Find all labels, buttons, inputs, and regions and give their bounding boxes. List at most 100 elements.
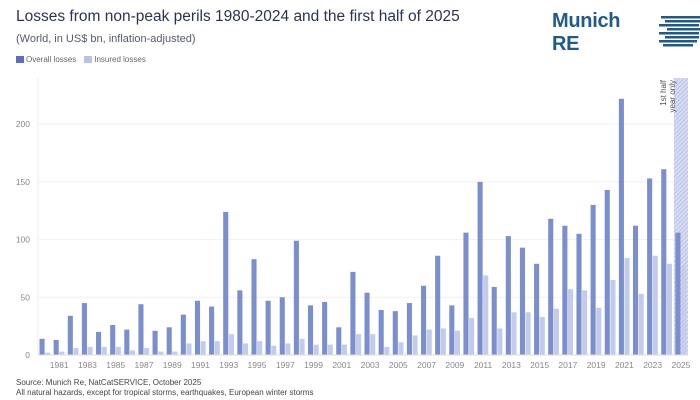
bar-insured-2012 xyxy=(497,328,503,355)
x-tick-label: 1981 xyxy=(50,360,69,370)
x-tick-label: 2011 xyxy=(474,360,493,370)
bar-overall-2016 xyxy=(548,218,554,355)
x-tick-label: 2003 xyxy=(361,360,380,370)
bar-overall-1989 xyxy=(166,327,172,355)
bar-overall-2017 xyxy=(562,225,568,355)
annotation-text: 1st half xyxy=(659,79,668,106)
bar-insured-1989 xyxy=(172,351,178,355)
bar-overall-2007 xyxy=(421,285,427,355)
bar-overall-2024 xyxy=(661,169,667,355)
bar-overall-1980 xyxy=(39,338,45,355)
bar-insured-1995 xyxy=(257,341,263,355)
bar-insured-1980 xyxy=(45,352,51,355)
bar-insured-2024 xyxy=(666,263,672,355)
bar-overall-2006 xyxy=(406,303,412,355)
bar-insured-1999 xyxy=(313,344,319,355)
bar-overall-1990 xyxy=(180,314,186,355)
bar-overall-1999 xyxy=(307,305,314,355)
bar-insured-1991 xyxy=(200,341,206,355)
chart-title: Losses from non-peak perils 1980-2024 an… xyxy=(16,8,460,25)
x-tick-label: 1995 xyxy=(248,360,267,370)
bar-insured-1982 xyxy=(73,348,79,355)
bar-insured-2016 xyxy=(553,308,559,355)
bar-insured-2023 xyxy=(652,255,658,355)
bar-overall-2015 xyxy=(534,263,540,355)
bar-overall-1986 xyxy=(124,329,130,355)
bar-insured-1983 xyxy=(87,346,93,355)
bar-insured-1992 xyxy=(214,341,220,355)
source-note-line: All natural hazards, except for tropical… xyxy=(16,388,314,397)
bar-overall-1994 xyxy=(237,290,243,355)
bar-overall-2012 xyxy=(491,286,497,355)
bar-overall-2018 xyxy=(576,233,582,355)
bar-overall-2013 xyxy=(505,236,511,355)
bar-overall-2011 xyxy=(477,181,483,355)
x-tick-label: 2021 xyxy=(615,360,634,370)
bar-overall-2025 xyxy=(675,232,681,355)
bar-overall-2003 xyxy=(364,292,370,355)
bar-overall-2020 xyxy=(604,189,610,355)
bar-overall-1984 xyxy=(96,331,102,355)
bar-overall-1995 xyxy=(251,259,257,355)
x-tick-label: 1999 xyxy=(304,360,323,370)
bar-insured-1988 xyxy=(158,351,164,355)
bar-insured-1996 xyxy=(271,345,277,355)
bar-insured-2003 xyxy=(370,334,376,355)
bar-overall-2022 xyxy=(632,225,639,355)
bar-insured-2000 xyxy=(327,344,333,355)
bar-overall-2021 xyxy=(618,98,624,356)
bar-insured-2005 xyxy=(398,342,404,355)
bar-insured-2020 xyxy=(610,279,616,355)
bar-overall-2014 xyxy=(519,247,526,355)
bar-insured-2025 xyxy=(681,266,687,355)
bar-insured-1984 xyxy=(101,346,107,355)
bar-insured-2007 xyxy=(426,329,432,355)
x-tick-label: 2025 xyxy=(671,360,690,370)
bar-insured-1981 xyxy=(59,351,65,355)
x-tick-label: 2017 xyxy=(558,360,577,370)
bar-insured-1985 xyxy=(115,346,121,355)
x-tick-label: 2023 xyxy=(643,360,662,370)
y-tick-label: 150 xyxy=(16,177,30,187)
bar-insured-2014 xyxy=(525,312,531,355)
bar-overall-1982 xyxy=(67,315,73,355)
x-tick-label: 1991 xyxy=(191,360,210,370)
bar-overall-1983 xyxy=(81,303,87,355)
bar-insured-1987 xyxy=(144,348,150,355)
bar-insured-2011 xyxy=(483,275,489,355)
legend-insured: Insured losses xyxy=(84,55,146,64)
bar-overall-2005 xyxy=(392,311,398,355)
logo-stripes-icon xyxy=(658,16,700,47)
bar-overall-1993 xyxy=(223,211,229,355)
bar-insured-1993 xyxy=(228,334,234,355)
bar-insured-2018 xyxy=(582,290,588,355)
logo-text: Munich RE xyxy=(552,10,621,55)
x-tick-label: 1993 xyxy=(219,360,238,370)
y-tick-label: 50 xyxy=(21,292,31,302)
source-line: Source: Munich Re, NatCatSERVICE, Octobe… xyxy=(16,378,202,387)
bar-overall-2019 xyxy=(590,204,596,355)
bar-insured-2001 xyxy=(341,344,347,355)
x-tick-label: 1985 xyxy=(106,360,125,370)
x-tick-label: 2007 xyxy=(417,360,436,370)
bar-insured-1998 xyxy=(299,338,305,355)
x-tick-label: 1989 xyxy=(163,360,182,370)
bar-overall-2000 xyxy=(322,301,328,355)
bar-insured-2015 xyxy=(539,316,545,355)
bar-overall-2009 xyxy=(449,305,455,355)
bar-overall-1985 xyxy=(110,324,116,355)
x-tick-label: 1997 xyxy=(276,360,295,370)
bar-insured-2008 xyxy=(440,328,446,355)
chart-svg: 0 50 100 150 200 1981 1983 1985 1987 1989 1991 1993… xyxy=(16,78,691,370)
bar-overall-2001 xyxy=(336,327,342,355)
bar-overall-2002 xyxy=(350,271,356,355)
y-tick-label: 200 xyxy=(16,119,30,129)
bar-overall-1981 xyxy=(53,339,59,355)
bar-insured-2006 xyxy=(412,335,418,355)
bar-overall-2023 xyxy=(647,178,653,355)
x-tick-label: 2001 xyxy=(332,360,351,370)
x-tick-label: 2005 xyxy=(389,360,408,370)
bar-overall-1992 xyxy=(209,306,215,355)
x-tick-label: 2009 xyxy=(445,360,464,370)
legend-label: Insured losses xyxy=(94,55,146,64)
